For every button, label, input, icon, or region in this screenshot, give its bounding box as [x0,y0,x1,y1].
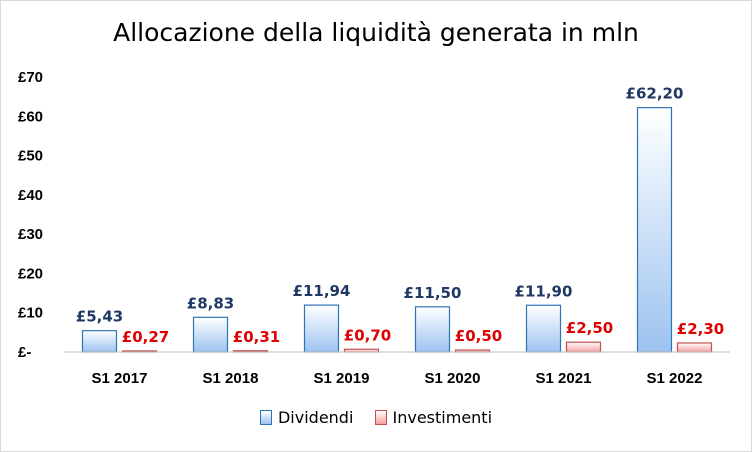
x-axis: S1 2017 S1 2018 S1 2019 S1 2020 S1 2021 S1 20… [92,370,703,387]
y-tick-label: £- [18,344,31,361]
data-label-investimenti: £0,31 [233,328,280,346]
data-label-dividendi: £8,83 [187,294,234,312]
chart-title: Allocazione della liquidità generata in … [113,18,639,47]
data-label-investimenti: £0,27 [122,328,169,346]
x-tick-label: S1 2020 [425,370,481,387]
bar-dividendi [636,107,673,353]
bars: £5,43 £0,27 £8,83 £0,31 £11,94 £0,70 £11,50 £0,… [76,85,724,353]
data-label-dividendi: £5,43 [76,308,123,326]
y-tick-label: £60 [18,108,43,125]
y-tick-label: £20 [18,265,43,282]
x-tick-label: S1 2019 [314,370,370,387]
x-tick-label: S1 2017 [92,370,148,387]
y-tick-label: £30 [18,226,43,243]
bar-investimenti [676,342,713,353]
legend-item-investimenti: Investimenti [374,408,493,427]
legend-item-dividendi: Dividendi [259,408,354,427]
legend: Dividendi Investimenti [0,408,752,429]
legend-swatch-investimenti [374,410,387,425]
y-axis: £- £10 £20 £30 £40 £50 £60 £70 [18,69,43,361]
y-tick-label: £70 [18,69,43,86]
bar-dividendi [414,306,451,353]
legend-label-investimenti: Investimenti [392,408,493,427]
bar-dividendi [525,304,562,353]
y-tick-label: £10 [18,305,43,322]
x-tick-label: S1 2021 [536,370,592,387]
bar-dividendi [81,330,118,353]
legend-label-dividendi: Dividendi [277,408,354,427]
data-label-dividendi: £62,20 [626,85,684,103]
bar-dividendi [303,304,340,353]
data-label-dividendi: £11,90 [515,282,573,300]
legend-swatch-dividendi [259,410,272,425]
data-label-investimenti: £2,50 [566,319,613,337]
y-tick-label: £50 [18,148,43,165]
data-label-dividendi: £11,94 [293,282,351,300]
bar-dividendi [192,316,229,353]
data-label-investimenti: £0,70 [344,326,391,344]
data-label-dividendi: £11,50 [404,284,462,302]
x-tick-label: S1 2018 [203,370,259,387]
y-tick-label: £40 [18,187,43,204]
data-label-investimenti: £2,30 [677,320,724,338]
x-tick-label: S1 2022 [647,370,703,387]
data-label-investimenti: £0,50 [455,327,502,345]
bar-investimenti [565,341,602,353]
